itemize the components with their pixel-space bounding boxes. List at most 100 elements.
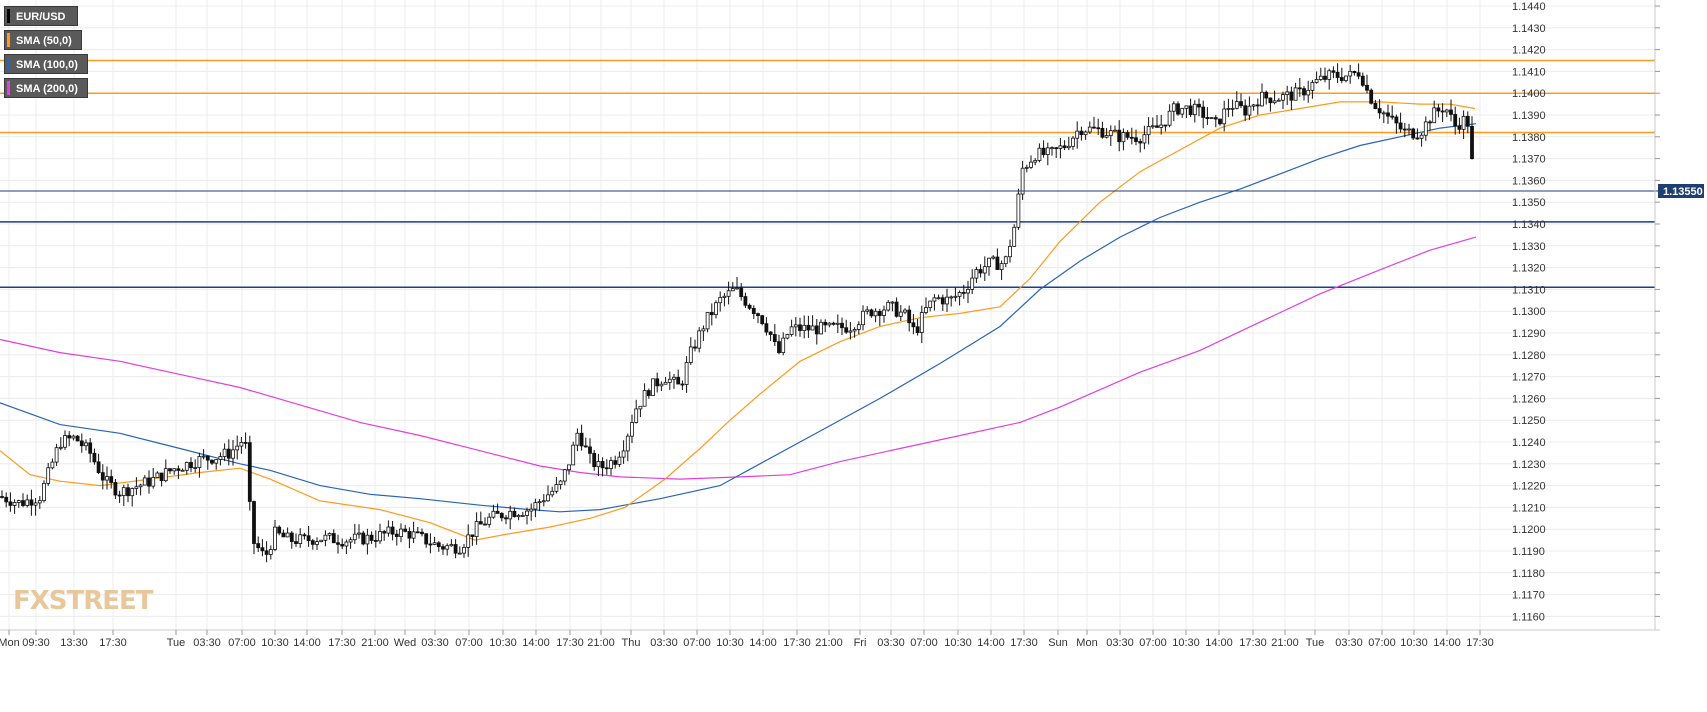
candle-body xyxy=(1167,110,1172,126)
candle-body xyxy=(617,456,622,465)
candle-body xyxy=(831,322,836,325)
candle-body xyxy=(210,459,214,464)
candle-body xyxy=(978,269,983,274)
y-tick-label: 1.1390 xyxy=(1512,110,1546,122)
candle-body xyxy=(554,484,559,492)
candle-body xyxy=(600,461,605,469)
swatch-sma-200 xyxy=(7,81,10,95)
x-tick-label: 07:00 xyxy=(1139,637,1167,649)
candle-body xyxy=(12,502,17,506)
sma-200-line xyxy=(0,236,1477,480)
candle-body xyxy=(936,297,941,300)
candle-body xyxy=(4,496,9,503)
x-tick-label: Tue xyxy=(1306,637,1325,649)
y-tick-label: 1.1230 xyxy=(1512,459,1546,471)
candle-body xyxy=(361,532,366,545)
candle-body xyxy=(113,482,118,496)
candle-body xyxy=(1050,147,1054,150)
y-tick-label: 1.1160 xyxy=(1512,611,1545,623)
candle-body xyxy=(92,452,97,463)
candle-body xyxy=(1369,89,1374,104)
candle-body xyxy=(898,311,903,317)
candle-body xyxy=(1289,91,1294,101)
candle-body xyxy=(642,390,647,407)
candle-body xyxy=(1461,115,1466,130)
y-tick-label: 1.1290 xyxy=(1512,328,1546,340)
candle-body xyxy=(1230,107,1235,110)
candle-body xyxy=(37,500,42,504)
candle-body xyxy=(777,341,781,354)
candle-body xyxy=(1314,79,1319,83)
candle-body xyxy=(302,534,307,537)
candle-body xyxy=(1356,72,1361,77)
candle-body xyxy=(96,461,101,473)
candle-body xyxy=(163,468,168,482)
candle-body xyxy=(701,328,706,332)
y-tick-label: 1.1300 xyxy=(1512,306,1546,318)
candle-body xyxy=(1465,115,1470,127)
candle-body xyxy=(21,500,25,506)
y-tick-label: 1.1320 xyxy=(1512,263,1546,275)
candle-body xyxy=(42,482,46,502)
x-tick-label: 03:30 xyxy=(421,637,449,649)
candle-body xyxy=(1264,91,1269,99)
candle-body xyxy=(932,297,937,302)
candle-body xyxy=(386,526,391,534)
y-tick-label: 1.1210 xyxy=(1512,502,1546,514)
candle-body xyxy=(58,446,63,449)
candle-body xyxy=(940,297,945,305)
candle-body xyxy=(1037,147,1042,161)
candle-body xyxy=(835,322,840,325)
candle-body xyxy=(1297,87,1302,90)
legend-sma-50[interactable]: SMA (50,0) xyxy=(4,30,82,50)
candle-body xyxy=(684,362,689,385)
candle-body xyxy=(1239,101,1243,107)
candle-body xyxy=(604,467,609,470)
candle-body xyxy=(121,487,126,496)
candle-body xyxy=(747,304,752,309)
candle-body xyxy=(310,540,315,545)
y-tick-label: 1.1180 xyxy=(1512,568,1545,580)
x-tick-label: 03:30 xyxy=(650,637,678,649)
candle-body xyxy=(1012,226,1017,247)
candle-body xyxy=(575,432,580,446)
candle-body xyxy=(865,309,870,312)
candle-body xyxy=(924,307,928,313)
candle-body xyxy=(436,542,441,548)
candle-body xyxy=(84,442,88,447)
candle-body xyxy=(1155,125,1159,128)
candle-body xyxy=(1213,117,1218,120)
candle-body xyxy=(974,269,979,279)
candle-body xyxy=(1180,107,1185,115)
legend-eurusd[interactable]: EUR/USD xyxy=(4,6,78,26)
candle-body xyxy=(218,456,223,460)
legend-label-sma-200: SMA (200,0) xyxy=(16,83,78,95)
x-tick-label: 09:30 xyxy=(22,637,50,649)
candle-body xyxy=(760,315,765,325)
candle-body xyxy=(1222,108,1227,125)
candle-body xyxy=(768,331,773,335)
sma200-path xyxy=(0,236,1477,480)
y-tick-label: 1.1340 xyxy=(1512,219,1546,231)
candle-body xyxy=(1293,87,1298,101)
candle-body xyxy=(1045,147,1050,155)
swatch-sma-50 xyxy=(7,33,10,47)
x-tick-label: 03:30 xyxy=(193,637,221,649)
x-tick-label: 07:00 xyxy=(683,637,711,649)
candle-body xyxy=(1024,166,1029,169)
candle-body xyxy=(348,539,353,543)
candle-body xyxy=(1029,161,1033,168)
legend-sma-100[interactable]: SMA (100,0) xyxy=(4,54,88,74)
x-tick-label: Sun xyxy=(1048,637,1068,649)
candle-body xyxy=(1285,91,1290,95)
legend-sma-200[interactable]: SMA (200,0) xyxy=(4,78,88,98)
candle-body xyxy=(613,460,618,465)
candle-body xyxy=(764,323,769,333)
candle-body xyxy=(466,534,471,548)
candle-body xyxy=(1134,137,1138,142)
current-price-tag: 1.13550 xyxy=(1658,184,1704,198)
candle-body xyxy=(634,408,639,423)
candle-body xyxy=(1394,116,1399,124)
candle-body xyxy=(365,534,370,545)
